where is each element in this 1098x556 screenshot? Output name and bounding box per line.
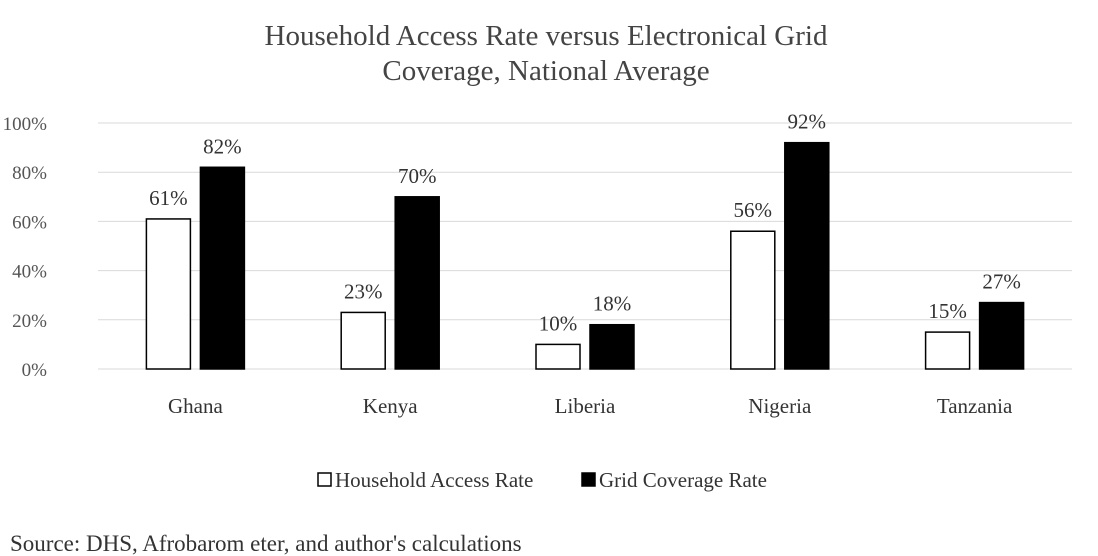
data-labels: 61% 82% 23% 70% 10% 18% 56% 92% 15% 27% — [149, 110, 1021, 336]
y-axis-ticks: 0% 20% 40% 60% 80% 100% — [3, 114, 48, 381]
bar-nigeria-household-access — [730, 230, 776, 370]
y-tick-label: 100% — [3, 114, 48, 135]
bars — [145, 141, 1025, 370]
data-label: 27% — [982, 270, 1021, 294]
y-tick-label: 40% — [12, 262, 47, 283]
data-label: 82% — [203, 134, 242, 158]
x-category-label: Liberia — [555, 394, 616, 418]
bar-tanzania-grid-coverage — [978, 301, 1025, 370]
bar-tanzania-household-access — [924, 331, 971, 370]
data-label: 92% — [788, 110, 827, 134]
data-label: 10% — [539, 311, 578, 335]
bar-kenya-grid-coverage — [394, 196, 440, 370]
legend: Household Access Rate Grid Coverage Rate — [317, 468, 767, 492]
y-tick-label: 80% — [12, 163, 47, 184]
bar-kenya-household-access — [340, 311, 386, 370]
gridlines — [98, 122, 1072, 370]
bar-ghana-grid-coverage — [199, 166, 246, 370]
data-label: 18% — [593, 292, 632, 316]
data-label: 56% — [734, 198, 773, 222]
legend-swatch — [317, 472, 332, 487]
legend-swatch — [581, 472, 596, 487]
x-category-label: Tanzania — [937, 394, 1013, 418]
legend-label: Grid Coverage Rate — [599, 468, 767, 492]
bar-nigeria-grid-coverage — [784, 141, 830, 370]
x-category-label: Kenya — [363, 394, 418, 418]
y-tick-label: 0% — [22, 360, 48, 381]
data-label: 70% — [398, 164, 437, 188]
x-category-label: Nigeria — [748, 394, 812, 418]
bar-liberia-household-access — [535, 343, 581, 370]
y-tick-label: 60% — [12, 212, 47, 233]
chart-title-line-1: Household Access Rate versus Electronica… — [265, 20, 828, 52]
chart-title-line-2: Coverage, National Average — [382, 55, 709, 87]
source-note: Source: DHS, Afrobarom eter, and author'… — [10, 531, 522, 556]
data-label: 23% — [344, 279, 383, 303]
x-axis-categories: Ghana Kenya Liberia Nigeria Tanzania — [168, 394, 1013, 418]
data-label: 61% — [149, 186, 188, 210]
y-tick-label: 20% — [12, 311, 47, 332]
bar-liberia-grid-coverage — [589, 323, 635, 370]
bar-ghana-household-access — [145, 218, 192, 370]
data-label: 15% — [928, 299, 967, 323]
x-category-label: Ghana — [168, 394, 223, 418]
legend-label: Household Access Rate — [335, 468, 533, 492]
